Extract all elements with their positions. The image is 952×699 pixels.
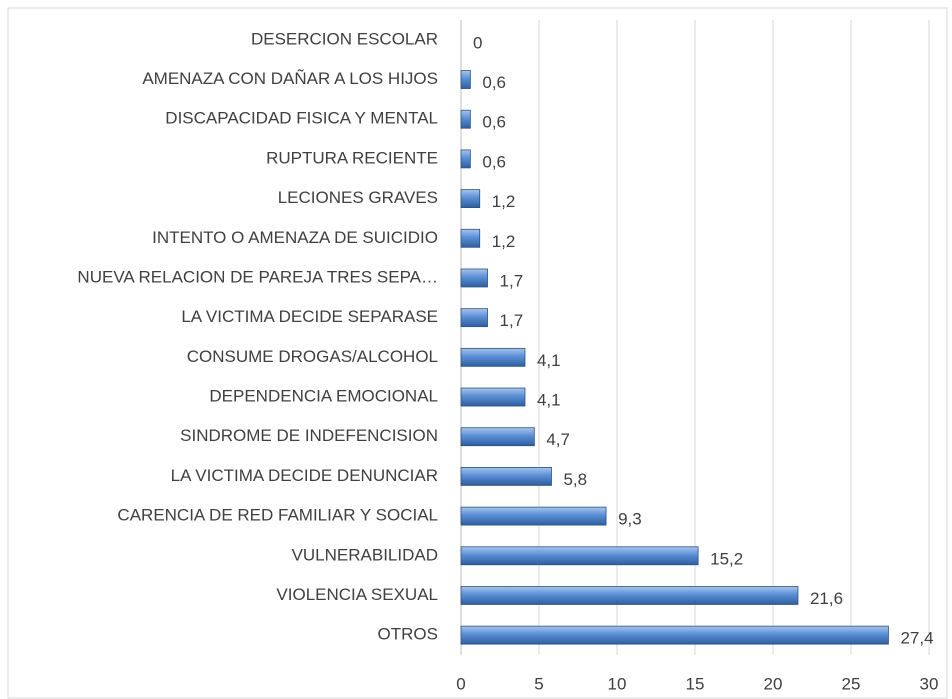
category-label: DEPENDENCIA EMOCIONAL — [209, 387, 438, 406]
category-label: LECIONES GRAVES — [278, 188, 438, 207]
bar — [460, 467, 552, 486]
bar — [460, 625, 889, 645]
value-label: 1,2 — [492, 192, 516, 211]
bar — [460, 228, 481, 248]
category-label: LA VICTIMA DECIDE SEPARASE — [181, 307, 438, 326]
category-label: LA VICTIMA DECIDE DENUNCIAR — [171, 466, 438, 485]
value-label: 4,1 — [537, 351, 561, 370]
bar — [460, 506, 607, 526]
category-label: RUPTURA RECIENTE — [266, 148, 438, 167]
category-label: AMENAZA CON DAÑAR A LOS HIJOS — [142, 69, 438, 88]
bar — [460, 427, 535, 447]
value-label: 9,3 — [618, 510, 642, 529]
value-label: 27,4 — [900, 629, 933, 648]
bar — [460, 109, 471, 129]
category-label: INTENTO O AMENAZA DE SUICIDIO — [152, 228, 438, 247]
chart-border — [7, 7, 948, 699]
value-label: 5,8 — [563, 470, 587, 489]
category-label: DESERCION ESCOLAR — [251, 29, 438, 48]
category-label: VULNERABILIDAD — [292, 545, 438, 564]
category-label: OTROS — [378, 625, 438, 644]
value-label: 4,1 — [537, 391, 561, 410]
value-label: 1,7 — [500, 311, 524, 330]
x-tick-label: 20 — [764, 674, 783, 693]
category-label: DISCAPACIDAD FISICA Y MENTAL — [165, 109, 438, 128]
x-tick-label: 15 — [686, 674, 705, 693]
value-label: 1,7 — [500, 271, 524, 290]
bar — [460, 347, 526, 367]
bar — [460, 586, 799, 605]
bar — [460, 387, 526, 407]
value-label: 0,6 — [482, 113, 506, 132]
value-label: 0,6 — [482, 152, 506, 171]
category-label: SINDROME DE INDEFENCISION — [180, 426, 438, 445]
bar — [460, 189, 481, 208]
bar — [460, 308, 488, 328]
value-label: 4,7 — [546, 430, 570, 449]
bar — [460, 70, 471, 89]
value-label: 0 — [473, 33, 482, 52]
value-label: 1,2 — [492, 232, 516, 251]
value-label: 15,2 — [710, 549, 743, 568]
category-label: VIOLENCIA SEXUAL — [276, 585, 438, 604]
bar — [460, 149, 471, 169]
bar — [460, 546, 699, 566]
x-tick-label: 30 — [920, 674, 939, 693]
x-tick-label: 0 — [456, 674, 465, 693]
x-tick-label: 25 — [842, 674, 861, 693]
value-label: 21,6 — [810, 589, 843, 608]
value-label: 0,6 — [482, 73, 506, 92]
x-tick-label: 5 — [534, 674, 543, 693]
x-tick-label: 10 — [608, 674, 627, 693]
category-label: CARENCIA DE RED FAMILIAR Y SOCIAL — [117, 506, 438, 525]
category-label: CONSUME DROGAS/ALCOHOL — [187, 347, 438, 366]
bar — [460, 268, 488, 288]
category-label: NUEVA RELACION DE PAREJA TRES SEPA… — [77, 267, 438, 286]
